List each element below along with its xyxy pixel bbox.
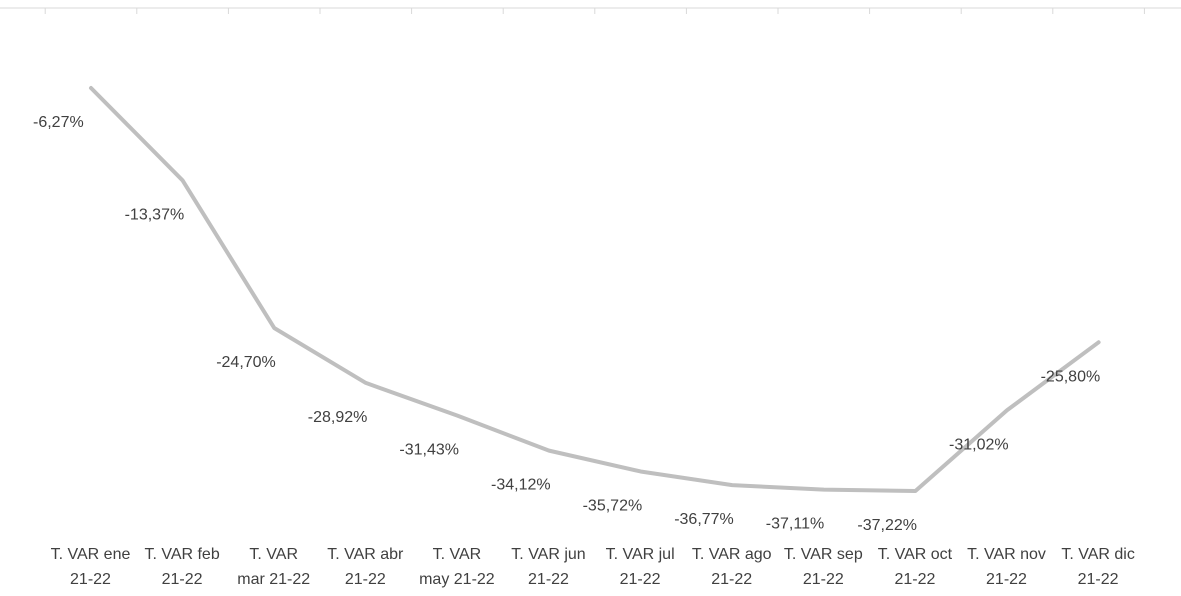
category-label-line: T. VAR ene bbox=[51, 546, 131, 563]
category-label-line: may 21-22 bbox=[419, 571, 495, 588]
category-label-line: 21-22 bbox=[162, 571, 203, 588]
category-label-line: T. VAR abr bbox=[327, 546, 404, 563]
data-label: -36,77% bbox=[674, 511, 734, 528]
category-label: T. VAR abr 21-22 bbox=[327, 546, 404, 588]
data-label: -35,72% bbox=[583, 497, 643, 514]
data-label: -13,37% bbox=[125, 206, 185, 223]
category-label: T. VAR mar 21-22 bbox=[237, 546, 310, 588]
data-label: -31,02% bbox=[949, 436, 1009, 453]
category-label-line: 21-22 bbox=[711, 571, 752, 588]
category-label-line: T. VAR nov bbox=[967, 546, 1046, 563]
category-label-line: T. VAR bbox=[249, 546, 298, 563]
data-label: -31,43% bbox=[399, 442, 459, 459]
category-label-line: T. VAR feb bbox=[144, 546, 219, 563]
category-label-line: T. VAR jul bbox=[606, 546, 675, 563]
data-label: -24,70% bbox=[216, 354, 276, 371]
category-label-line: 21-22 bbox=[70, 571, 111, 588]
data-label: -28,92% bbox=[308, 409, 368, 426]
data-label: -6,27% bbox=[33, 114, 84, 131]
data-labels: -6,27% -13,37% -24,70% -28,92% -31,43% -34,12… bbox=[33, 114, 1100, 534]
category-label-line: T. VAR dic bbox=[1061, 546, 1135, 563]
category-label-line: T. VAR bbox=[433, 546, 482, 563]
category-label-line: T. VAR sep bbox=[784, 546, 863, 563]
category-label: T. VAR sep 21-22 bbox=[784, 546, 863, 588]
category-label-line: 21-22 bbox=[1078, 571, 1119, 588]
series-line bbox=[89, 86, 1101, 493]
category-label: T. VAR ago 21-22 bbox=[692, 546, 772, 588]
category-label: T. VAR jun 21-22 bbox=[511, 546, 585, 588]
category-label-line: 21-22 bbox=[986, 571, 1027, 588]
category-label-line: 21-22 bbox=[345, 571, 386, 588]
data-label: -25,80% bbox=[1041, 368, 1101, 385]
category-label-line: 21-22 bbox=[894, 571, 935, 588]
category-label-line: T. VAR ago bbox=[692, 546, 772, 563]
plot-area bbox=[89, 86, 1101, 493]
category-label: T. VAR oct 21-22 bbox=[878, 546, 953, 588]
category-label-line: mar 21-22 bbox=[237, 571, 310, 588]
category-label-line: 21-22 bbox=[620, 571, 661, 588]
category-label-line: 21-22 bbox=[803, 571, 844, 588]
category-label-line: 21-22 bbox=[528, 571, 569, 588]
data-label: -37,11% bbox=[766, 516, 824, 533]
category-label-line: T. VAR oct bbox=[878, 546, 953, 563]
category-axis-labels: T. VAR ene 21-22 T. VAR feb 21-22 T. VAR mar … bbox=[51, 546, 1135, 588]
category-label: T. VAR jul 21-22 bbox=[606, 546, 675, 588]
top-axis-ticks bbox=[0, 7, 1181, 14]
category-label-line: T. VAR jun bbox=[511, 546, 585, 563]
category-label: T. VAR ene 21-22 bbox=[51, 546, 131, 588]
data-label: -37,22% bbox=[857, 517, 917, 534]
category-label: T. VAR nov 21-22 bbox=[967, 546, 1046, 588]
category-label: T. VAR feb 21-22 bbox=[144, 546, 219, 588]
category-label: T. VAR dic 21-22 bbox=[1061, 546, 1135, 588]
data-label: -34,12% bbox=[491, 477, 551, 494]
category-label: T. VAR may 21-22 bbox=[419, 546, 495, 588]
